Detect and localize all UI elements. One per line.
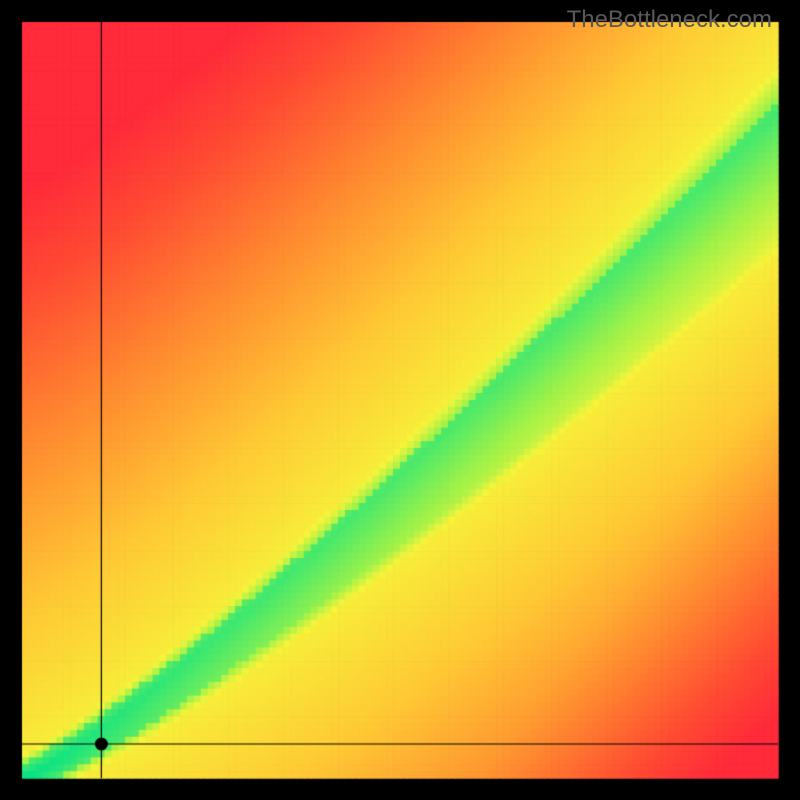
chart-container: { "watermark": { "text": "TheBottleneck.… [0, 0, 800, 800]
bottleneck-heatmap [0, 0, 800, 800]
